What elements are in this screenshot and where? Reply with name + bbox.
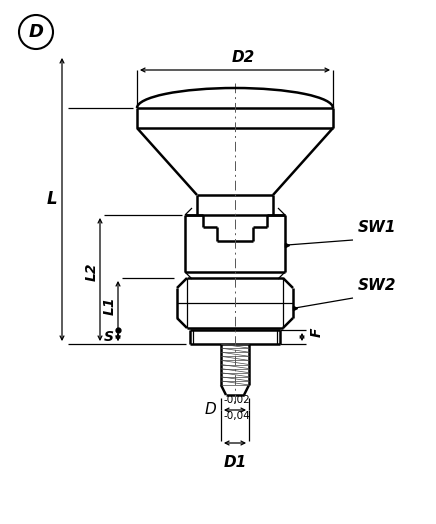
Text: SW1: SW1 xyxy=(358,220,396,235)
Text: SW2: SW2 xyxy=(358,278,396,293)
Text: L: L xyxy=(47,191,57,209)
Text: D: D xyxy=(28,23,44,41)
Text: L1: L1 xyxy=(103,297,117,315)
Text: -0,02: -0,02 xyxy=(223,395,250,405)
Text: F: F xyxy=(310,328,324,337)
Text: -0,04: -0,04 xyxy=(223,411,250,421)
Text: S: S xyxy=(104,330,114,344)
Text: L2: L2 xyxy=(85,262,99,281)
Text: $\mathit{D}$: $\mathit{D}$ xyxy=(204,401,217,417)
Text: D1: D1 xyxy=(223,455,247,470)
Text: D2: D2 xyxy=(232,50,255,65)
